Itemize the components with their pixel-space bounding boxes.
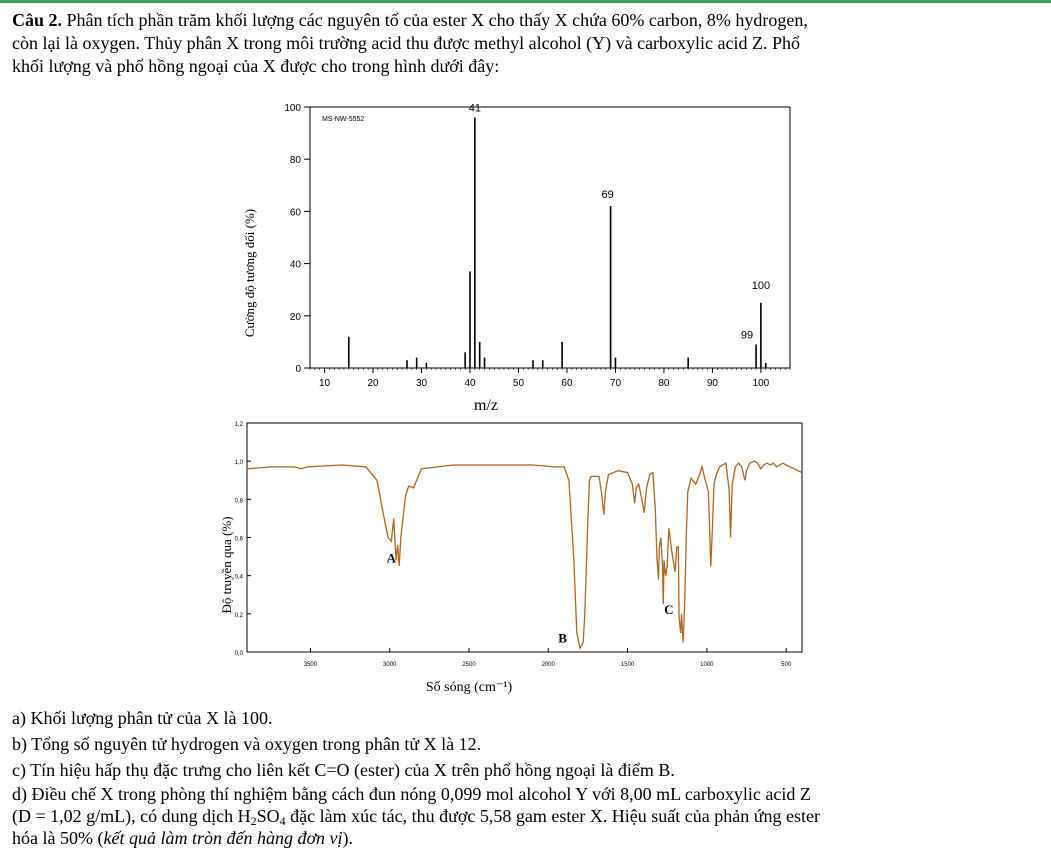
ir-y-tick-label: 0,2 (235, 613, 244, 619)
ms-peak-label: 100 (752, 280, 770, 292)
ms-y-tick-label: 100 (284, 103, 301, 114)
option-d-line-1: d) Điều chế X trong phòng thí nghiệm bằn… (12, 784, 811, 804)
ms-peak-label: 99 (741, 330, 753, 342)
ir-y-tick-label: 0,4 (235, 575, 244, 581)
ir-annotation-b: B (558, 630, 567, 645)
ir-y-tick-label: 1,2 (235, 422, 244, 428)
ms-peak-labels: 41 69 100 99 (469, 102, 770, 341)
ir-y-axis-label: Độ truyền qua (%) (219, 516, 234, 613)
option-d-line-2: (D = 1,02 g/mL), có dung dịch H2SO4 đặc … (12, 805, 820, 832)
ms-peak-label: 69 (601, 189, 613, 201)
question-line-2: còn lại là oxygen. Thủy phân X trong môi… (12, 33, 801, 53)
question-line-3: khối lượng và phổ hồng ngoại của X được … (12, 56, 500, 76)
ms-x-tick-label: 70 (610, 378, 622, 389)
ms-x-tick-label: 30 (416, 378, 428, 389)
ir-plot-frame (246, 422, 803, 653)
ir-annotation-c: C (664, 602, 673, 617)
h2so4-subscript-4: 4 (279, 814, 286, 828)
option-d-text-d: hóa là 50% ( (12, 828, 104, 848)
ir-axes: 0,0 0,2 0,4 0,6 0,8 1,0 1,2 3500 3000 2500 2000 150… (235, 422, 803, 668)
ir-y-tick-label: 0,6 (235, 537, 244, 543)
ms-x-tick-label: 20 (367, 378, 379, 389)
ir-y-tick-label: 0,0 (235, 651, 244, 657)
ms-y-tick-label: 0 (295, 364, 301, 375)
ms-peak-label: 41 (469, 102, 481, 114)
ms-axes: 0 20 40 60 80 100 10 20 30 40 50 60 70 80 90 100 (284, 103, 791, 389)
ir-x-tick-label: 3000 (383, 662, 397, 668)
ir-annotation-a: A (387, 550, 397, 565)
ms-x-tick-label: 80 (658, 378, 670, 389)
ir-x-tick-label: 1000 (700, 662, 714, 668)
option-d-text-a: (D = 1,02 g/mL), có dung dịch H (12, 806, 251, 826)
ms-y-tick-label: 80 (290, 155, 302, 166)
ms-x-tick-label: 50 (513, 378, 525, 389)
mass-spectrum-chart: 0 20 40 60 80 100 10 20 30 40 50 60 70 80 90 100 41 69 10… (242, 102, 791, 414)
ms-x-tick-label: 40 (464, 378, 476, 389)
ir-x-axis-label: Số sóng (cm⁻¹) (426, 680, 513, 695)
ir-spectrum-chart: 0,0 0,2 0,4 0,6 0,8 1,0 1,2 3500 3000 2500 2000 150… (219, 422, 803, 695)
top-border-line (0, 0, 1051, 3)
option-d-text-b: SO (256, 806, 280, 826)
ms-x-axis-label: m/z (474, 397, 498, 414)
ms-y-tick-label: 40 (290, 260, 302, 271)
ir-y-tick-label: 1,0 (235, 460, 244, 466)
ms-x-tick-label: 60 (561, 378, 573, 389)
h2so4-subscript-2: 2 (250, 814, 257, 828)
option-b: b) Tổng số nguyên tử hydrogen và oxygen … (12, 734, 482, 754)
option-d-line-3: hóa là 50% (kết quả làm tròn đến hàng đơ… (12, 827, 353, 849)
ms-chart-title: MS-NW-5552 (322, 116, 364, 123)
ms-peaks (347, 117, 767, 368)
ir-x-tick-label: 2000 (542, 662, 556, 668)
option-d-italic-note: kết quả làm tròn đến hàng đơn vị (103, 828, 343, 848)
question-text-1: Phân tích phần trăm khối lượng các nguyê… (66, 10, 808, 30)
ms-y-axis-label: Cường độ tương đối (%) (242, 209, 257, 337)
ms-y-tick-label: 20 (290, 312, 302, 323)
ir-x-tick-label: 2500 (462, 662, 476, 668)
ir-transmittance-line (246, 460, 803, 651)
option-c: c) Tín hiệu hấp thụ đặc trưng cho liên k… (12, 760, 675, 780)
ir-y-tick-label: 0,8 (235, 498, 244, 504)
question-line-1: Câu 2. Phân tích phần trăm khối lượng cá… (12, 10, 808, 31)
question-label: Câu 2. (12, 10, 63, 30)
option-a: a) Khối lượng phân tử của X là 100. (12, 708, 273, 728)
option-d-text-c: đặc làm xúc tác, thu được 5,58 gam ester… (285, 806, 820, 826)
ir-annotations: A B C (387, 550, 674, 645)
ms-x-tick-label: 100 (753, 378, 770, 389)
ms-y-tick-label: 60 (290, 207, 302, 218)
ir-x-tick-label: 3500 (304, 662, 318, 668)
option-d-text-e: ). (342, 828, 354, 848)
ms-x-tick-label: 90 (707, 378, 719, 389)
ms-x-tick-label: 10 (319, 378, 331, 389)
ir-x-tick-label: 500 (781, 662, 792, 668)
ir-x-tick-label: 1500 (621, 662, 635, 668)
